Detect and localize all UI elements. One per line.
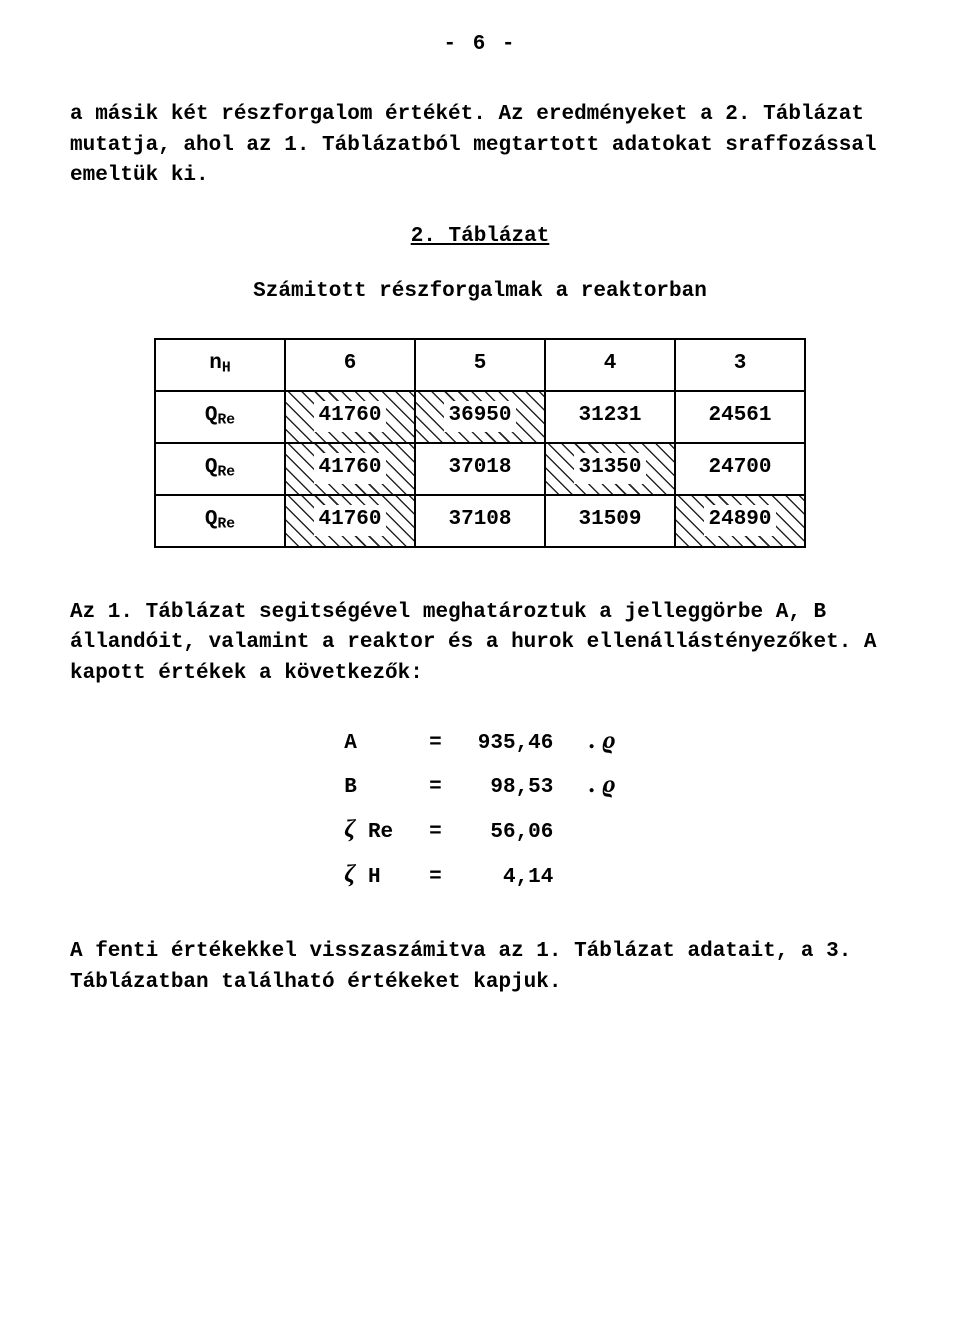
table-caption: Számitott részforgalmak a reaktorban — [70, 277, 890, 307]
value-row-A: A = 935,46 . ϱ — [326, 719, 634, 764]
value-unit: . ϱ — [571, 763, 633, 808]
table-row: QRe 41760 37108 31509 24890 — [155, 495, 805, 547]
table-col-3: 3 — [675, 339, 805, 391]
value-unit: . ϱ — [571, 719, 633, 764]
value-sym: ζ H — [326, 853, 411, 898]
value-row-zRe: ζ Re = 56,06 — [326, 808, 634, 853]
table-header-nH: nH — [155, 339, 285, 391]
value-list: A = 935,46 . ϱ B = 98,53 . ϱ ζ Re = 56,0… — [326, 719, 634, 897]
cell: 24890 — [675, 495, 805, 547]
table-col-4: 4 — [545, 339, 675, 391]
data-table: nH 6 5 4 3 QRe 41760 36950 31231 24561 Q… — [154, 338, 806, 548]
value-num: 98,53 — [460, 763, 572, 808]
cell: 36950 — [415, 391, 545, 443]
table-col-5: 5 — [415, 339, 545, 391]
value-num: 4,14 — [460, 853, 572, 898]
value-unit — [571, 853, 633, 898]
value-sym: ζ Re — [326, 808, 411, 853]
cell: 41760 — [285, 495, 415, 547]
value-row-zH: ζ H = 4,14 — [326, 853, 634, 898]
value-sym: B — [326, 763, 411, 808]
equals-sign: = — [411, 853, 460, 898]
cell: 37108 — [415, 495, 545, 547]
cell: 31509 — [545, 495, 675, 547]
cell: 31350 — [545, 443, 675, 495]
cell: 41760 — [285, 443, 415, 495]
cell: 41760 — [285, 391, 415, 443]
cell: 24561 — [675, 391, 805, 443]
paragraph-3: A fenti értékekkel visszaszámitva az 1. … — [70, 937, 890, 998]
table-title-label: 2. Táblázat — [411, 225, 550, 248]
header-label-sub: H — [222, 361, 231, 377]
paragraph-1: a másik két részforgalom értékét. Az ere… — [70, 100, 890, 191]
table-row: QRe 41760 37018 31350 24700 — [155, 443, 805, 495]
value-unit — [571, 808, 633, 853]
equals-sign: = — [411, 719, 460, 764]
page-number: - 6 - — [70, 30, 890, 60]
header-label-base: n — [209, 352, 222, 375]
paragraph-2: Az 1. Táblázat segitségével meghatároztu… — [70, 598, 890, 689]
table-title: 2. Táblázat — [70, 222, 890, 252]
value-num: 935,46 — [460, 719, 572, 764]
equals-sign: = — [411, 808, 460, 853]
table-col-6: 6 — [285, 339, 415, 391]
row-label: QRe — [155, 495, 285, 547]
value-row-B: B = 98,53 . ϱ — [326, 763, 634, 808]
row-label: QRe — [155, 391, 285, 443]
value-num: 56,06 — [460, 808, 572, 853]
equals-sign: = — [411, 763, 460, 808]
table-row: QRe 41760 36950 31231 24561 — [155, 391, 805, 443]
row-label: QRe — [155, 443, 285, 495]
cell: 37018 — [415, 443, 545, 495]
cell: 31231 — [545, 391, 675, 443]
value-sym: A — [326, 719, 411, 764]
table-header-row: nH 6 5 4 3 — [155, 339, 805, 391]
cell: 24700 — [675, 443, 805, 495]
